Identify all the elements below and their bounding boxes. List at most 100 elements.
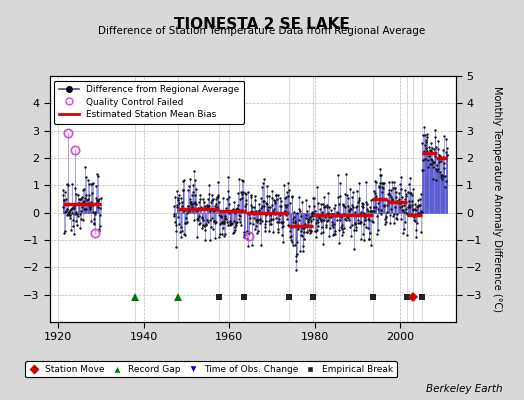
- Point: [273, 210, 281, 216]
- Point: [256, 216, 265, 222]
- Point: [389, 211, 398, 218]
- Point: [305, 230, 314, 236]
- Point: [83, 200, 92, 206]
- Point: [73, 211, 81, 217]
- Point: [239, 178, 247, 184]
- Point: [276, 195, 284, 202]
- Point: [304, 227, 313, 233]
- Point: [232, 220, 241, 227]
- Legend: Difference from Regional Average, Quality Control Failed, Estimated Station Mean: Difference from Regional Average, Qualit…: [54, 80, 244, 124]
- Point: [267, 216, 275, 223]
- Point: [290, 220, 299, 226]
- Point: [416, 202, 424, 209]
- Point: [171, 228, 180, 234]
- Point: [423, 131, 432, 137]
- Point: [400, 226, 408, 232]
- Point: [370, 187, 378, 194]
- Point: [415, 202, 423, 209]
- Point: [409, 206, 418, 212]
- Point: [291, 242, 299, 248]
- Point: [184, 187, 192, 194]
- Point: [211, 235, 219, 241]
- Point: [199, 217, 207, 223]
- Point: [224, 188, 232, 194]
- Point: [285, 187, 293, 194]
- Point: [172, 244, 180, 250]
- Point: [411, 227, 420, 233]
- Point: [199, 222, 207, 228]
- Point: [365, 236, 373, 242]
- Point: [402, 191, 411, 197]
- Point: [353, 199, 362, 205]
- Point: [321, 203, 329, 210]
- Point: [404, 188, 412, 195]
- Point: [94, 196, 103, 202]
- Point: [352, 204, 361, 210]
- Point: [75, 196, 84, 202]
- Point: [363, 216, 372, 222]
- Point: [250, 226, 259, 232]
- Point: [182, 220, 190, 226]
- Point: [257, 194, 265, 201]
- Point: [257, 205, 266, 212]
- Point: [223, 221, 232, 228]
- Point: [399, 230, 407, 236]
- Point: [345, 206, 353, 213]
- Point: [182, 215, 190, 221]
- Point: [291, 217, 299, 224]
- Point: [359, 236, 368, 243]
- Point: [84, 180, 93, 187]
- Point: [376, 166, 385, 173]
- Point: [176, 229, 184, 235]
- Point: [191, 192, 199, 198]
- Point: [366, 208, 375, 214]
- Point: [286, 228, 294, 234]
- Point: [170, 202, 178, 209]
- Point: [269, 216, 277, 223]
- Point: [203, 202, 211, 208]
- Point: [93, 173, 102, 180]
- Point: [80, 186, 88, 192]
- Point: [297, 232, 305, 238]
- Point: [261, 224, 269, 230]
- Point: [202, 217, 211, 223]
- Point: [423, 164, 432, 170]
- Point: [306, 214, 314, 221]
- Point: [375, 183, 384, 189]
- Point: [265, 218, 273, 224]
- Point: [408, 201, 416, 208]
- Point: [206, 236, 214, 243]
- Point: [262, 200, 270, 206]
- Point: [347, 233, 355, 239]
- Point: [355, 219, 364, 226]
- Point: [286, 234, 294, 240]
- Point: [335, 240, 343, 246]
- Point: [440, 132, 448, 139]
- Point: [394, 198, 402, 204]
- Point: [96, 195, 105, 202]
- Point: [331, 202, 340, 208]
- Point: [278, 224, 286, 230]
- Point: [187, 196, 195, 203]
- Point: [248, 242, 257, 248]
- Point: [403, 232, 412, 238]
- Point: [342, 171, 350, 178]
- Point: [301, 223, 309, 229]
- Point: [220, 218, 228, 224]
- Point: [402, 193, 410, 199]
- Point: [406, 204, 414, 210]
- Point: [346, 206, 355, 212]
- Point: [391, 184, 399, 191]
- Point: [332, 209, 341, 216]
- Point: [360, 210, 368, 216]
- Point: [88, 181, 96, 187]
- Point: [322, 224, 331, 230]
- Point: [279, 238, 287, 245]
- Point: [387, 187, 396, 194]
- Point: [398, 194, 407, 200]
- Text: Berkeley Earth: Berkeley Earth: [427, 384, 503, 394]
- Point: [329, 231, 337, 238]
- Point: [249, 220, 257, 227]
- Point: [217, 219, 226, 225]
- Point: [326, 225, 335, 231]
